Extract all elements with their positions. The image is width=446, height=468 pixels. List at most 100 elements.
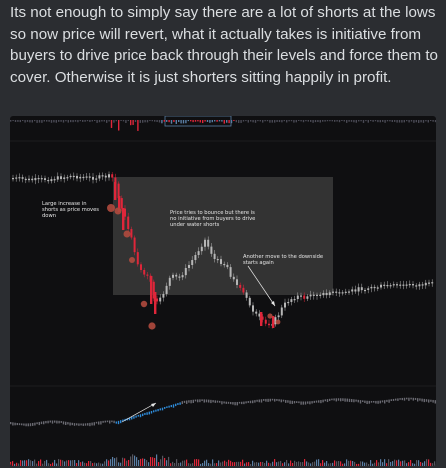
- candle-body: [338, 292, 341, 294]
- oi-point: [12, 422, 14, 426]
- oi-point: [267, 398, 269, 402]
- candle-body: [15, 177, 18, 179]
- oi-point: [399, 398, 401, 400]
- volume-bar: [286, 459, 288, 466]
- delta-bar: [362, 120, 365, 123]
- oi-point: [263, 399, 265, 401]
- volume-bar: [92, 463, 94, 466]
- oi-point: [212, 400, 214, 403]
- candle-body: [207, 239, 210, 247]
- delta-bar: [154, 120, 156, 122]
- candle-body: [152, 281, 155, 299]
- candle-body: [85, 176, 88, 178]
- oi-point: [412, 397, 414, 401]
- candle-body: [364, 289, 366, 292]
- volume-bar: [222, 461, 224, 466]
- delta-bar: [295, 120, 297, 123]
- short-marker: [114, 207, 122, 215]
- volume-bar: [404, 460, 406, 466]
- candle-body: [181, 275, 184, 278]
- delta-bar: [391, 120, 393, 123]
- volume-bar: [198, 459, 200, 466]
- delta-bar: [134, 120, 137, 122]
- oi-point: [47, 420, 49, 424]
- volume-bar: [116, 457, 118, 466]
- oi-point: [25, 423, 27, 427]
- volume-bar: [62, 460, 64, 466]
- delta-bar: [360, 120, 362, 122]
- oi-point: [335, 398, 337, 402]
- oi-point: [115, 421, 117, 424]
- chart-image-attachment[interactable]: Large increase in shorts as price moves …: [10, 116, 436, 466]
- delta-bar: [324, 120, 326, 122]
- candle-body: [348, 291, 350, 293]
- candle-body: [92, 176, 94, 180]
- candle-body: [412, 284, 414, 286]
- volume-bar: [42, 463, 44, 466]
- oi-point: [324, 399, 326, 402]
- oi-point: [423, 398, 425, 403]
- volume-bar: [424, 461, 426, 466]
- volume-bar: [146, 460, 148, 466]
- volume-bar: [100, 463, 102, 466]
- delta-bar: [46, 120, 48, 122]
- oi-point: [247, 401, 249, 403]
- candle-body: [287, 301, 290, 304]
- delta-bar: [254, 120, 257, 123]
- candle-body: [360, 287, 363, 291]
- oi-point: [87, 423, 89, 426]
- oi-point: [265, 398, 267, 402]
- oi-point: [414, 397, 417, 400]
- oi-point: [230, 401, 232, 405]
- delta-bar: [432, 120, 434, 122]
- candle-body: [245, 292, 248, 298]
- delta-bar: [305, 120, 307, 122]
- candle-body: [277, 315, 280, 318]
- candle-body: [101, 175, 104, 177]
- candle-body: [402, 284, 405, 286]
- volume-bar: [400, 461, 402, 466]
- delta-bar: [384, 120, 386, 123]
- delta-bar: [182, 120, 185, 124]
- oi-point: [157, 408, 159, 412]
- delta-bar: [146, 120, 149, 123]
- oi-point: [271, 398, 274, 401]
- delta-bar: [22, 120, 24, 122]
- oi-point: [111, 420, 113, 423]
- volume-bar: [26, 460, 28, 466]
- volume-bar: [354, 461, 356, 466]
- delta-bar: [259, 120, 261, 122]
- oi-point: [326, 399, 329, 403]
- delta-bar: [238, 120, 240, 123]
- volume-bar: [110, 459, 112, 466]
- volume-bar: [272, 461, 274, 466]
- oi-point: [194, 399, 197, 402]
- delta-bar: [209, 120, 211, 123]
- oi-point: [69, 422, 71, 426]
- short-marker: [140, 300, 148, 308]
- candle-body: [258, 313, 261, 317]
- candle-body: [82, 176, 85, 179]
- oi-point: [40, 421, 43, 425]
- oi-point: [337, 398, 340, 401]
- oi-point: [359, 400, 362, 404]
- delta-bar: [348, 120, 350, 122]
- candle-body: [255, 311, 258, 314]
- oi-point: [190, 399, 192, 404]
- oi-point: [355, 399, 357, 402]
- candle-body: [98, 175, 101, 179]
- delta-bar: [86, 120, 89, 122]
- volume-bar: [118, 462, 120, 466]
- delta-bar: [139, 120, 141, 123]
- volume-bar: [374, 462, 376, 466]
- volume-bar: [98, 462, 100, 466]
- delta-bar: [394, 120, 396, 122]
- delta-bar: [370, 120, 372, 122]
- oi-point: [375, 400, 377, 404]
- oi-point: [430, 399, 432, 402]
- delta-bar: [410, 120, 413, 122]
- volume-bar: [276, 462, 278, 466]
- candle-body: [389, 285, 392, 287]
- volume-bar: [348, 460, 350, 466]
- delta-bar: [34, 120, 36, 122]
